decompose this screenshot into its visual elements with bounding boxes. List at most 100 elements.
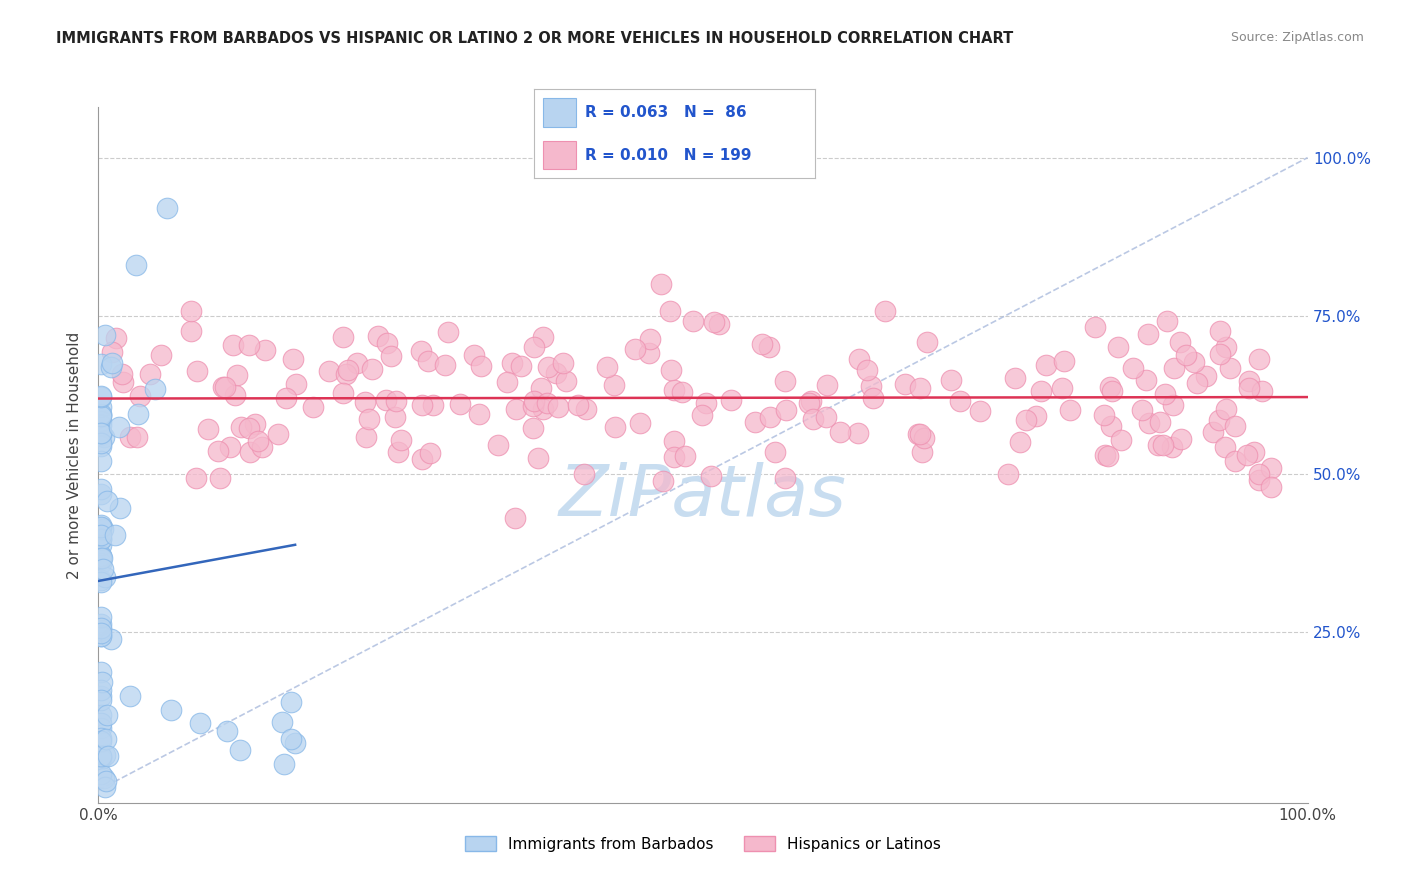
Point — [274, 392, 297, 406]
Point — [828, 425, 851, 439]
Point — [90, 538, 112, 552]
Point — [1219, 360, 1241, 375]
Point — [1135, 373, 1157, 387]
Point — [652, 474, 675, 488]
Point — [671, 384, 693, 399]
Point — [94, 570, 117, 584]
Point — [1163, 360, 1185, 375]
Point — [96, 494, 118, 508]
Point — [773, 375, 796, 389]
Point — [332, 386, 354, 401]
Point — [90, 426, 112, 441]
Point — [1092, 409, 1115, 423]
Point — [522, 421, 544, 435]
Point — [1168, 335, 1191, 350]
Point — [894, 376, 917, 391]
Point — [1149, 415, 1171, 429]
Point — [411, 451, 433, 466]
Point — [111, 368, 134, 382]
Point — [335, 367, 357, 381]
Point — [1182, 355, 1205, 369]
Point — [90, 624, 112, 638]
Point — [637, 346, 659, 360]
Point — [1223, 454, 1246, 468]
Y-axis label: 2 or more Vehicles in Household: 2 or more Vehicles in Household — [66, 331, 82, 579]
Point — [602, 377, 624, 392]
Point — [1122, 361, 1144, 376]
Point — [120, 690, 142, 704]
Point — [1137, 416, 1160, 430]
Point — [416, 354, 439, 368]
Point — [1130, 403, 1153, 417]
Point — [1107, 341, 1129, 355]
Point — [411, 398, 433, 412]
Point — [90, 482, 112, 496]
Point — [1099, 419, 1122, 434]
Point — [1163, 398, 1185, 412]
Point — [127, 407, 149, 421]
Point — [90, 418, 112, 433]
Point — [91, 562, 114, 576]
Point — [572, 467, 595, 481]
Point — [318, 364, 340, 378]
Point — [1004, 370, 1026, 384]
Point — [409, 343, 432, 358]
Point — [108, 500, 131, 515]
Point — [1215, 402, 1237, 417]
Point — [93, 771, 115, 785]
Point — [90, 520, 112, 534]
Point — [917, 334, 939, 349]
Point — [150, 348, 173, 362]
Point — [848, 351, 870, 366]
Point — [522, 399, 544, 413]
Point — [90, 750, 112, 764]
Point — [530, 381, 553, 395]
Point — [817, 378, 839, 392]
Point — [859, 379, 882, 393]
Point — [1029, 384, 1052, 398]
Point — [1109, 434, 1132, 448]
Point — [1185, 376, 1208, 390]
Point — [797, 396, 820, 410]
Point — [384, 409, 406, 424]
Point — [1202, 425, 1225, 439]
Point — [799, 394, 821, 409]
Point — [1084, 320, 1107, 334]
Point — [90, 409, 112, 423]
Point — [284, 736, 307, 750]
Point — [1209, 346, 1232, 360]
Point — [267, 427, 290, 442]
Point — [1249, 352, 1271, 367]
Point — [143, 382, 166, 396]
Point — [434, 358, 457, 372]
Point — [467, 407, 489, 421]
Point — [503, 511, 526, 525]
Point — [90, 389, 112, 403]
Point — [682, 313, 704, 327]
Point — [801, 412, 824, 426]
Point — [90, 533, 112, 547]
Point — [90, 731, 112, 745]
Point — [186, 364, 208, 378]
Point — [356, 429, 378, 443]
Point — [470, 359, 492, 373]
Point — [209, 471, 232, 485]
Text: IMMIGRANTS FROM BARBADOS VS HISPANIC OR LATINO 2 OR MORE VEHICLES IN HOUSEHOLD C: IMMIGRANTS FROM BARBADOS VS HISPANIC OR … — [56, 31, 1014, 46]
Point — [554, 374, 576, 388]
Point — [90, 556, 112, 570]
Point — [101, 345, 124, 359]
Point — [90, 665, 112, 679]
Point — [659, 362, 682, 376]
Point — [814, 409, 837, 424]
Point — [505, 402, 527, 417]
Point — [94, 748, 117, 763]
Point — [125, 258, 148, 272]
Point — [1101, 384, 1123, 399]
Point — [997, 467, 1019, 481]
Point — [361, 362, 384, 376]
Bar — [543, 141, 576, 169]
Point — [354, 395, 377, 409]
Point — [523, 393, 546, 408]
Point — [127, 429, 149, 443]
Point — [93, 430, 115, 444]
